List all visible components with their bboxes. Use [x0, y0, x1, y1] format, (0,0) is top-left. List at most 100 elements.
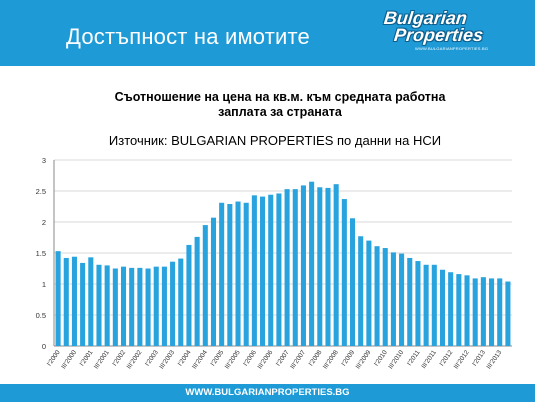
x-tick-label: I'2008	[308, 349, 324, 368]
bar	[374, 246, 380, 346]
bar	[366, 240, 372, 346]
bar	[358, 236, 364, 346]
bar	[464, 275, 470, 346]
bar	[497, 278, 503, 346]
bar	[333, 184, 339, 346]
x-tick-label: I'2001	[79, 349, 95, 368]
x-tick-label: I'2009	[340, 349, 356, 368]
bar	[415, 261, 421, 346]
bar	[96, 264, 102, 346]
x-tick-label: I'2006	[242, 349, 258, 368]
x-tick-label: III'2004	[191, 349, 209, 371]
bar	[390, 252, 396, 346]
bar	[227, 204, 233, 346]
x-tick-label: I'2003	[144, 349, 160, 368]
bar	[80, 262, 86, 346]
bar	[170, 261, 176, 346]
bar	[104, 265, 110, 346]
logo-wordmark: Bulgarian Properties	[381, 8, 486, 45]
bar	[112, 268, 118, 346]
bar	[284, 189, 290, 346]
bar	[202, 225, 208, 346]
bar	[505, 281, 511, 346]
bar	[178, 258, 184, 346]
bar	[55, 251, 61, 346]
x-tick-label: I'2007	[275, 349, 291, 368]
x-tick-label: I'2012	[439, 349, 455, 368]
bar	[325, 187, 331, 346]
header-bar: Достъпност на имотите Bulgarian Properti…	[0, 0, 535, 66]
bar	[489, 278, 495, 346]
y-tick-label: 0	[42, 342, 46, 351]
bar	[268, 194, 274, 346]
bar	[251, 195, 257, 346]
bar	[448, 272, 454, 346]
chart-title-line1: Съотношение на цена на кв.м. към среднат…	[114, 90, 446, 104]
slide-title: Достъпност на имотите	[66, 24, 310, 49]
bar	[292, 189, 298, 346]
x-tick-label: I'2005	[210, 349, 226, 368]
x-tick-label: I'2010	[373, 349, 389, 368]
x-tick-label: I'2011	[406, 349, 422, 367]
bar	[71, 256, 77, 346]
x-tick-label: III'2001	[93, 349, 111, 371]
x-tick-label: III'2005	[224, 349, 242, 371]
x-tick-label: III'2012	[453, 349, 471, 371]
x-tick-label: III'2010	[387, 349, 405, 371]
bar	[260, 196, 266, 346]
bar	[423, 264, 429, 346]
y-tick-label: 0.5	[36, 311, 46, 320]
x-tick-label: I'2004	[177, 349, 193, 368]
bar	[137, 267, 143, 346]
x-tick-label: I'2000	[46, 349, 62, 368]
x-tick-label: I'2002	[111, 349, 127, 368]
bar	[309, 181, 315, 346]
bar	[439, 269, 446, 346]
bar	[235, 201, 241, 346]
brand-logo: Bulgarian Properties WWW.BULGARIANPROPER…	[381, 8, 531, 58]
x-tick-label: III'2013	[486, 349, 504, 371]
x-tick-label: III'2009	[355, 349, 373, 371]
bar	[300, 185, 306, 346]
x-tick-label: III'2002	[126, 349, 144, 371]
x-tick-label: I'2013	[471, 349, 487, 368]
bar	[341, 199, 347, 346]
bar	[120, 266, 127, 346]
bar	[399, 253, 405, 346]
y-tick-label: 1	[42, 280, 46, 289]
bar	[153, 266, 159, 346]
bar	[480, 277, 486, 346]
y-tick-label: 2	[42, 218, 46, 227]
logo-line2: Properties	[393, 25, 485, 45]
bar	[276, 193, 282, 346]
x-tick-label: III'2011	[420, 349, 438, 370]
y-tick-label: 1.5	[36, 249, 46, 258]
bar	[63, 257, 69, 346]
bar	[431, 264, 437, 346]
x-tick-label: III'2008	[322, 349, 340, 371]
bar	[456, 274, 462, 346]
logo-url: WWW.BULGARIANPROPERTIES.BG	[415, 46, 489, 51]
y-tick-label: 3	[42, 156, 46, 165]
bar	[317, 187, 323, 346]
bar	[407, 257, 413, 346]
chart-subtitle: Източник: BULGARIAN PROPERTIES по данни …	[108, 133, 442, 148]
chart-title-line2: заплата за страната	[218, 105, 342, 119]
bar	[382, 248, 388, 346]
x-tick-label: III'2006	[257, 349, 275, 371]
bar	[210, 217, 217, 346]
x-tick-label: III'2000	[60, 349, 78, 371]
bar	[129, 267, 135, 346]
x-tick-label: III'2003	[158, 349, 176, 371]
bar	[145, 268, 151, 346]
bar	[194, 236, 200, 346]
bar	[472, 278, 478, 346]
bar	[161, 266, 167, 346]
bar	[88, 257, 94, 346]
bar	[219, 202, 225, 346]
bar	[349, 218, 356, 346]
bar	[186, 244, 192, 346]
footer-url: WWW.BULGARIANPROPERTIES.BG	[185, 387, 350, 398]
y-tick-label: 2.5	[36, 187, 46, 196]
